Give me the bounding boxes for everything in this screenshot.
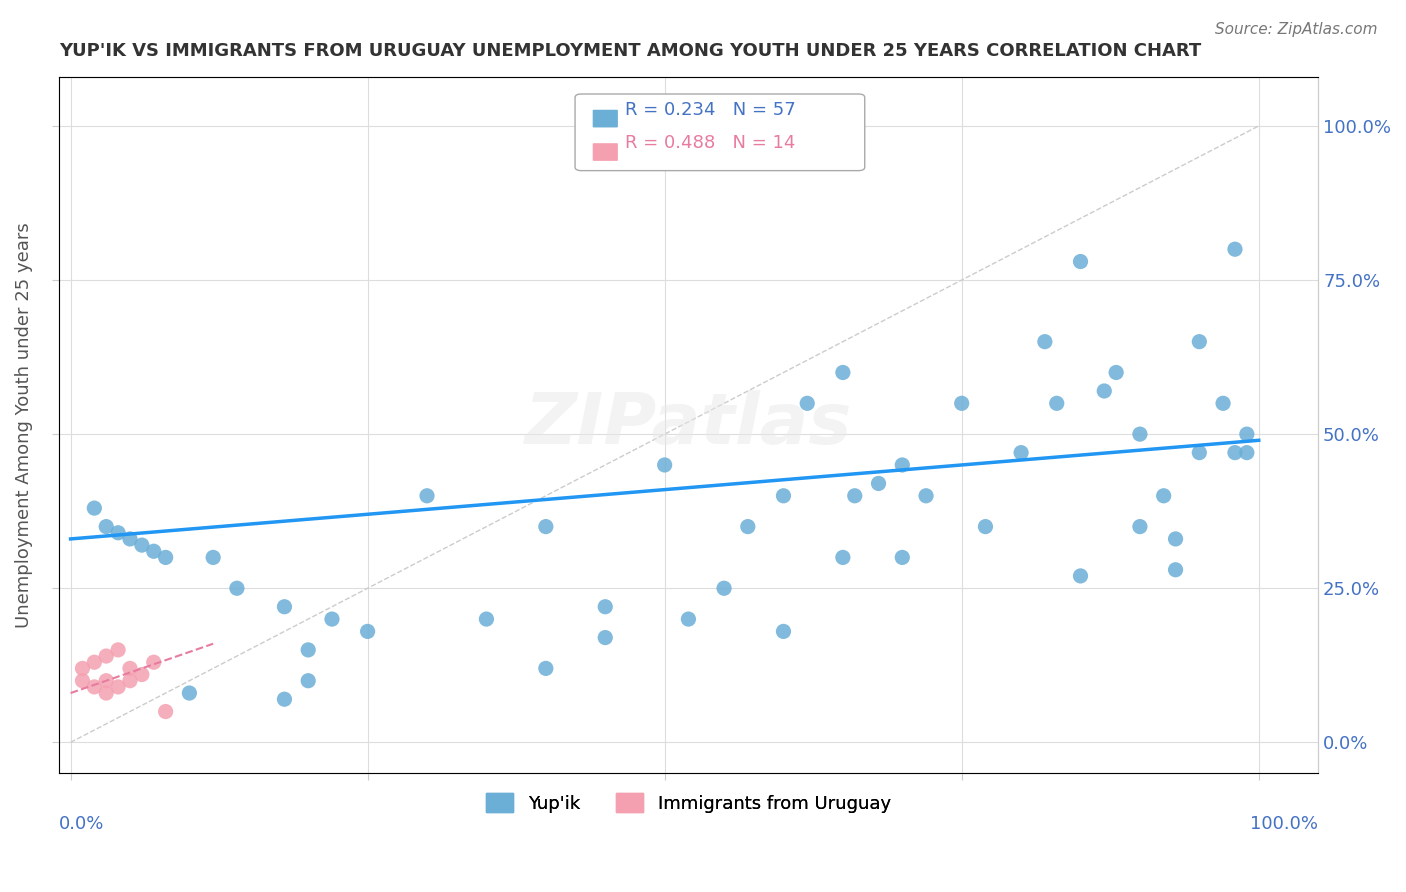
Point — [1188, 334, 1211, 349]
Point — [155, 550, 177, 565]
Point — [107, 643, 129, 657]
FancyBboxPatch shape — [593, 110, 617, 128]
Point — [142, 655, 165, 669]
Point — [534, 519, 557, 533]
Point — [1092, 384, 1115, 398]
Point — [1153, 489, 1175, 503]
Point — [1223, 445, 1246, 459]
Point — [1033, 334, 1056, 349]
Legend: Yup'ik, Immigrants from Uruguay: Yup'ik, Immigrants from Uruguay — [479, 786, 898, 820]
Point — [831, 550, 853, 565]
Point — [83, 501, 105, 516]
Point — [891, 458, 914, 472]
Point — [96, 648, 118, 663]
Text: ZIPatlas: ZIPatlas — [524, 391, 852, 459]
Point — [107, 525, 129, 540]
Point — [297, 643, 319, 657]
Text: YUP'IK VS IMMIGRANTS FROM URUGUAY UNEMPLOYMENT AMONG YOUTH UNDER 25 YEARS CORREL: YUP'IK VS IMMIGRANTS FROM URUGUAY UNEMPL… — [59, 42, 1201, 60]
Point — [534, 661, 557, 675]
Point — [654, 458, 676, 472]
Point — [844, 489, 866, 503]
Point — [974, 519, 997, 533]
Point — [593, 599, 616, 614]
Point — [737, 519, 759, 533]
Y-axis label: Unemployment Among Youth under 25 years: Unemployment Among Youth under 25 years — [15, 222, 32, 628]
Point — [96, 686, 118, 700]
Point — [83, 655, 105, 669]
Point — [713, 581, 735, 595]
Point — [72, 661, 94, 675]
Point — [1236, 445, 1258, 459]
Point — [96, 519, 118, 533]
Point — [96, 673, 118, 688]
Point — [273, 692, 295, 706]
Point — [950, 396, 973, 410]
Point — [1236, 427, 1258, 442]
Text: 100.0%: 100.0% — [1250, 815, 1319, 833]
Point — [131, 667, 153, 681]
Point — [72, 673, 94, 688]
Point — [1046, 396, 1069, 410]
Text: 0.0%: 0.0% — [59, 815, 104, 833]
Point — [118, 532, 141, 546]
Point — [202, 550, 225, 565]
Point — [868, 476, 890, 491]
Point — [772, 624, 794, 639]
Point — [1212, 396, 1234, 410]
Point — [1129, 427, 1152, 442]
Point — [83, 680, 105, 694]
Point — [131, 538, 153, 552]
Point — [107, 680, 129, 694]
Point — [1069, 254, 1091, 268]
Point — [1069, 569, 1091, 583]
Point — [356, 624, 378, 639]
Point — [1010, 445, 1032, 459]
Point — [1164, 532, 1187, 546]
Point — [593, 631, 616, 645]
Point — [155, 705, 177, 719]
Text: R = 0.234   N = 57: R = 0.234 N = 57 — [626, 101, 796, 119]
Point — [416, 489, 439, 503]
Text: R = 0.488   N = 14: R = 0.488 N = 14 — [626, 135, 796, 153]
Point — [475, 612, 498, 626]
Point — [142, 544, 165, 558]
Point — [1223, 242, 1246, 256]
Point — [915, 489, 938, 503]
Point — [1129, 519, 1152, 533]
FancyBboxPatch shape — [575, 94, 865, 170]
Point — [796, 396, 818, 410]
Point — [226, 581, 249, 595]
Text: Source: ZipAtlas.com: Source: ZipAtlas.com — [1215, 22, 1378, 37]
Point — [891, 550, 914, 565]
Point — [321, 612, 343, 626]
Point — [118, 661, 141, 675]
Point — [772, 489, 794, 503]
Point — [1105, 366, 1128, 380]
Point — [118, 673, 141, 688]
Point — [1164, 563, 1187, 577]
FancyBboxPatch shape — [593, 144, 617, 161]
Point — [1188, 445, 1211, 459]
Point — [179, 686, 201, 700]
Point — [297, 673, 319, 688]
Point — [831, 366, 853, 380]
Point — [678, 612, 700, 626]
Point — [273, 599, 295, 614]
